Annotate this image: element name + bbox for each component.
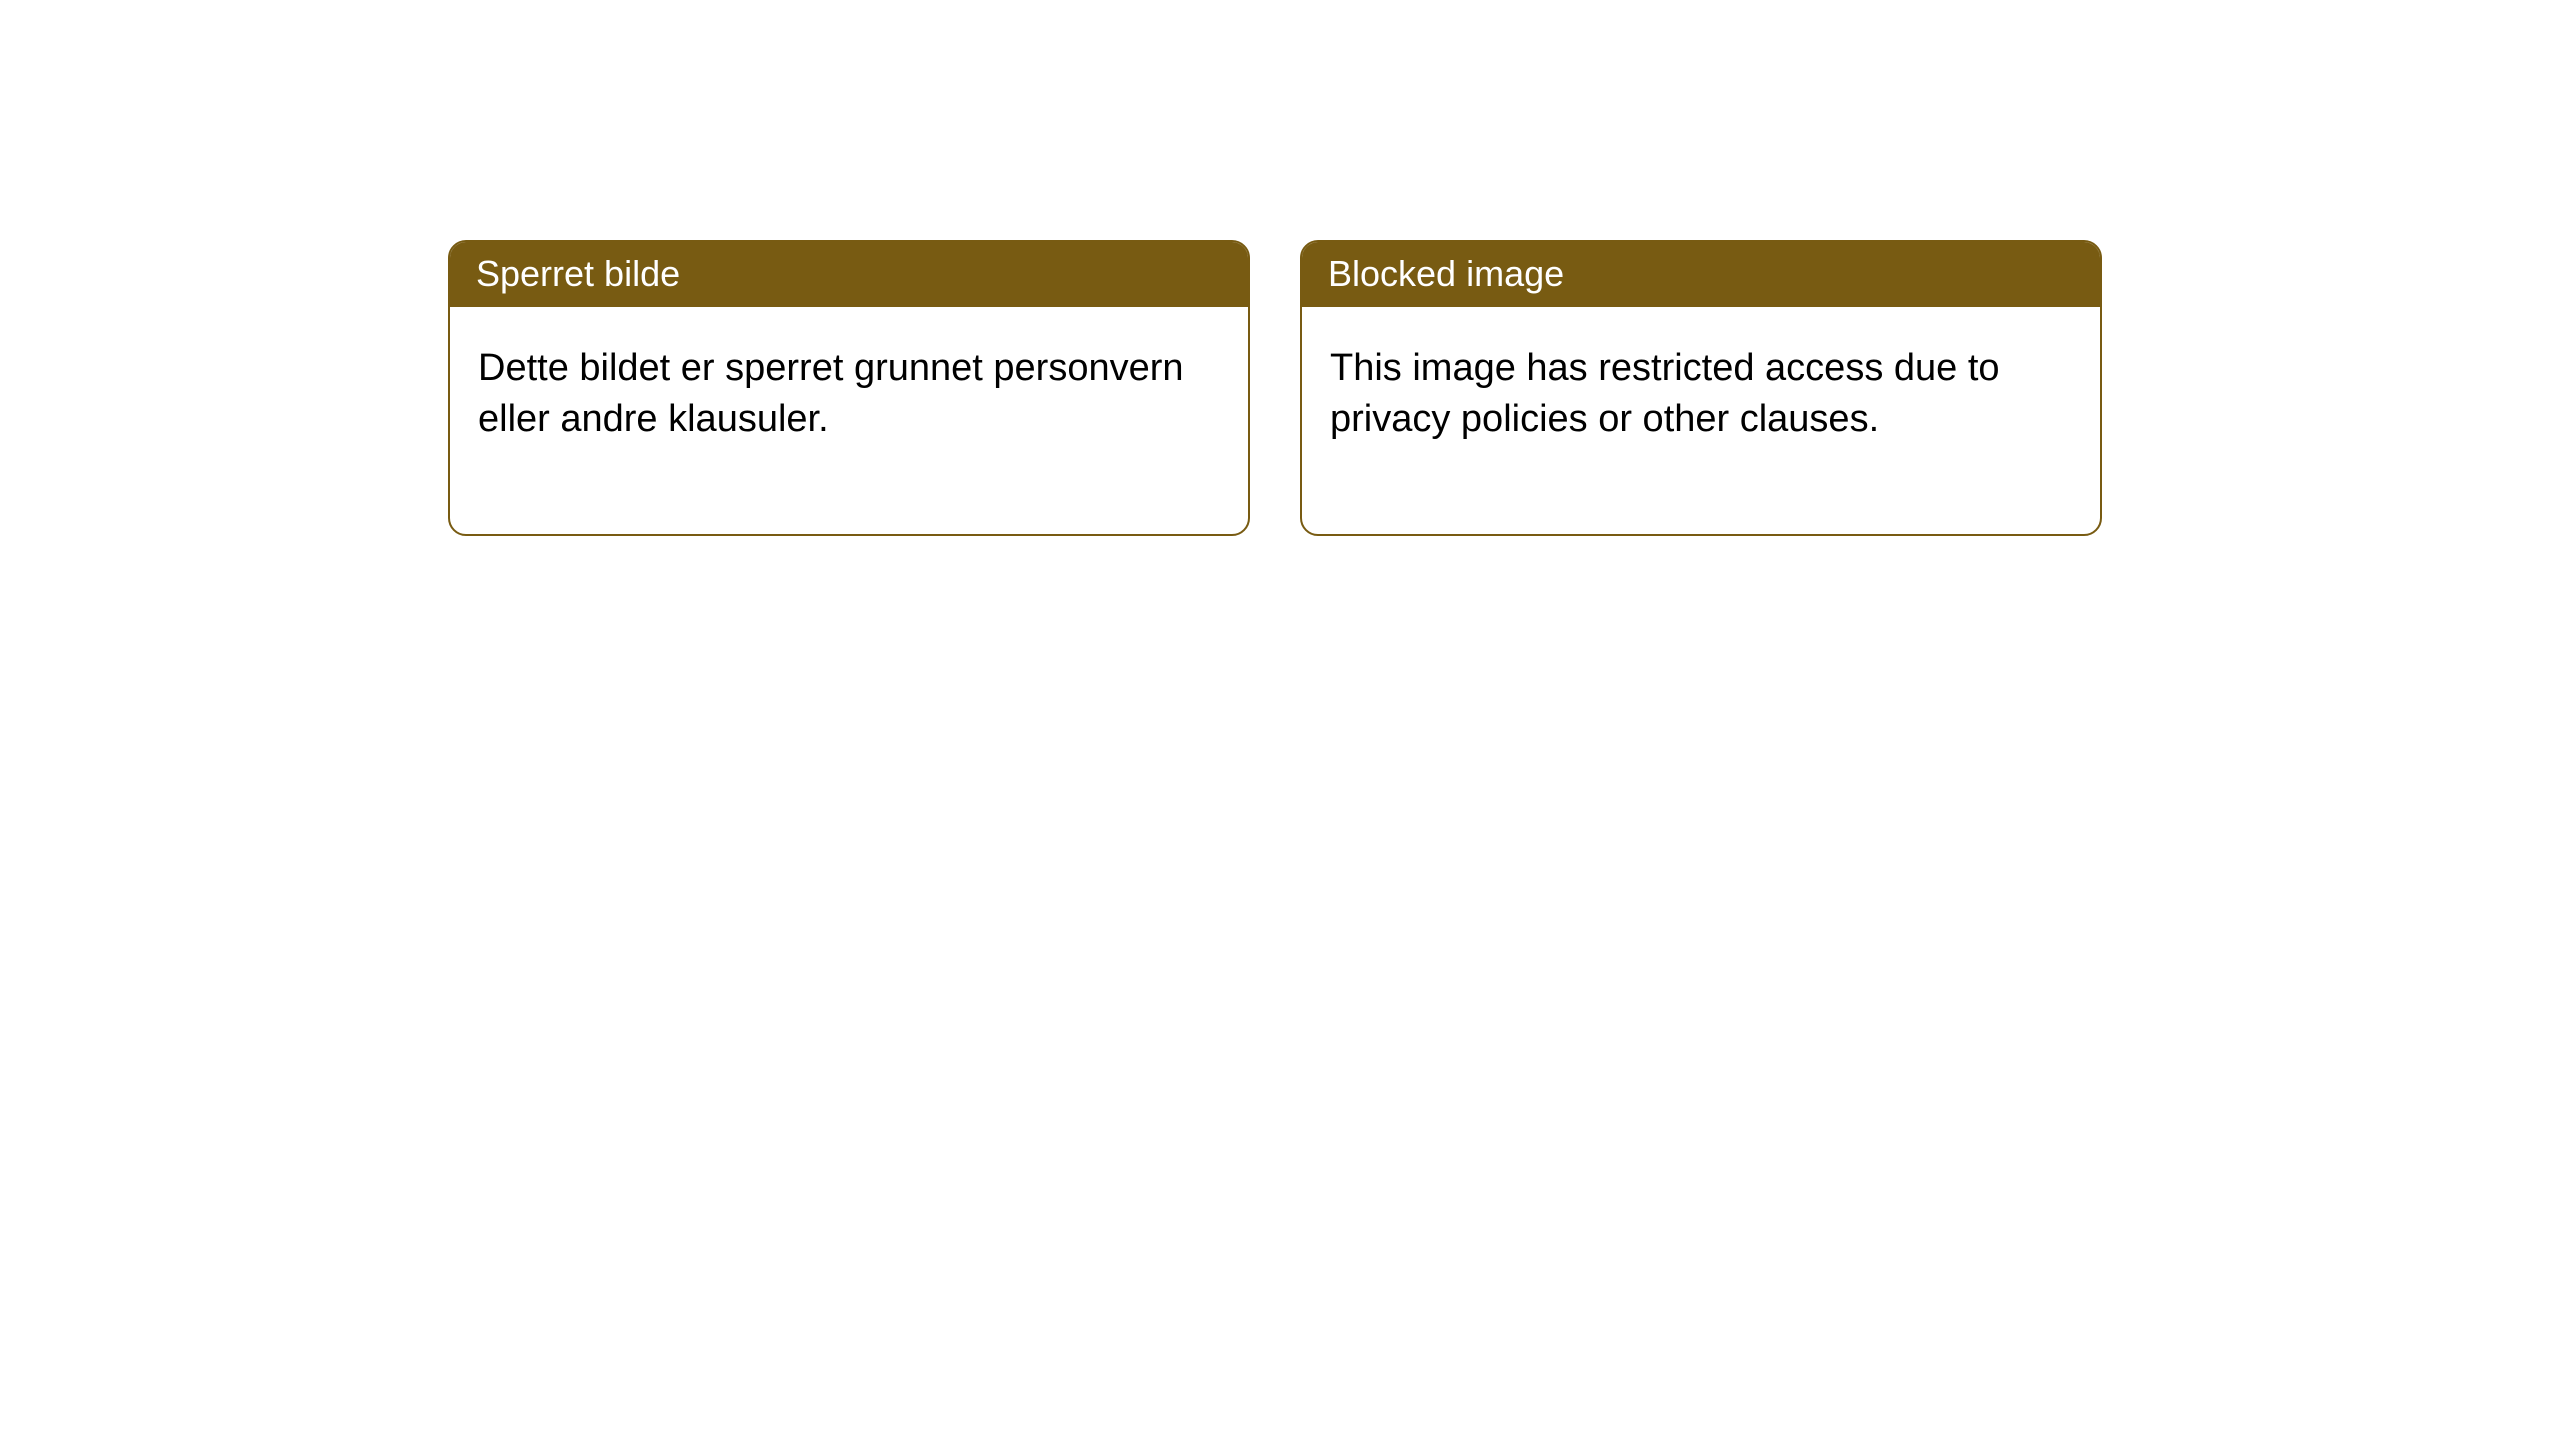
notice-header: Blocked image: [1302, 242, 2100, 307]
notice-container: Sperret bilde Dette bildet er sperret gr…: [0, 0, 2560, 536]
notice-body: This image has restricted access due to …: [1302, 307, 2100, 534]
notice-body: Dette bildet er sperret grunnet personve…: [450, 307, 1248, 534]
notice-card-norwegian: Sperret bilde Dette bildet er sperret gr…: [448, 240, 1250, 536]
notice-card-english: Blocked image This image has restricted …: [1300, 240, 2102, 536]
notice-header: Sperret bilde: [450, 242, 1248, 307]
